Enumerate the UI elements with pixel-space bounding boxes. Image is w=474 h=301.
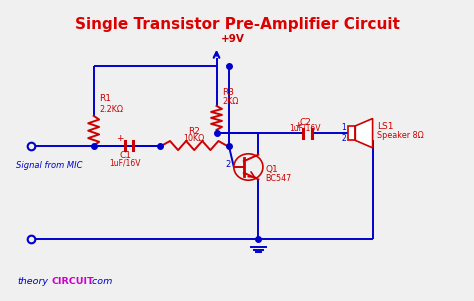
Text: Speaker 8Ω: Speaker 8Ω (377, 131, 423, 140)
Text: +: + (116, 134, 123, 143)
Text: 2: 2 (341, 135, 346, 144)
Circle shape (234, 154, 263, 180)
Text: BC547: BC547 (265, 174, 292, 183)
Text: LS1: LS1 (377, 123, 393, 132)
Text: 2.2KΩ: 2.2KΩ (100, 105, 124, 114)
Text: Single Transistor Pre-Amplifier Circuit: Single Transistor Pre-Amplifier Circuit (74, 17, 400, 32)
Text: 10KΩ: 10KΩ (183, 134, 205, 143)
Text: Signal from MIC: Signal from MIC (16, 161, 83, 170)
Text: theory: theory (18, 277, 49, 286)
Text: R3: R3 (222, 88, 234, 97)
Text: +9V: +9V (221, 34, 245, 45)
Text: .com: .com (89, 277, 112, 286)
Bar (348, 126, 356, 140)
Text: 1: 1 (341, 123, 346, 132)
Text: C2: C2 (299, 118, 311, 126)
Text: CIRCUIT: CIRCUIT (52, 277, 94, 286)
Text: R1: R1 (100, 94, 111, 103)
Text: R2: R2 (188, 127, 200, 136)
Text: 2: 2 (226, 160, 231, 169)
Polygon shape (356, 119, 373, 148)
Text: +: + (294, 121, 302, 130)
Text: Q1: Q1 (265, 165, 278, 174)
Text: C1: C1 (119, 151, 131, 160)
Text: 1uF/16V: 1uF/16V (109, 159, 141, 168)
Text: 1uF/16V: 1uF/16V (290, 123, 321, 132)
Text: 2KΩ: 2KΩ (222, 97, 238, 106)
